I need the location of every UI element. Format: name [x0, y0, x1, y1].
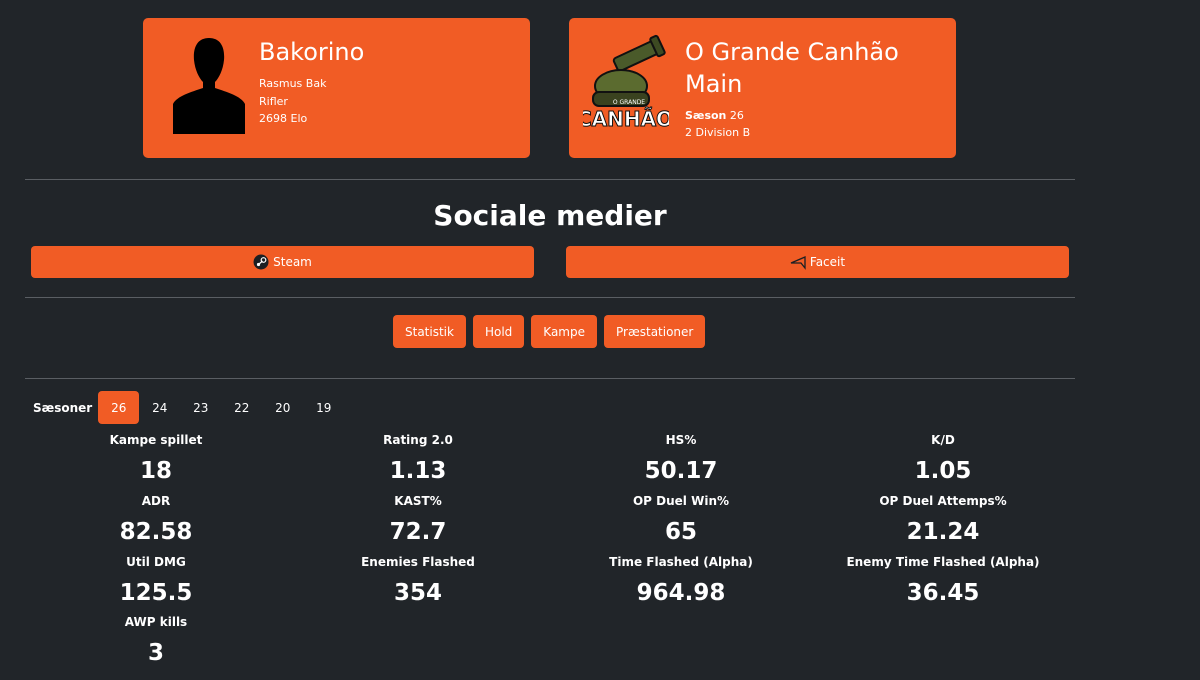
stat-label: Time Flashed (Alpha)	[609, 555, 753, 569]
stat-value: 1.13	[389, 458, 447, 484]
stat-label: AWP kills	[124, 615, 188, 629]
stat-awp-kills: AWP kills 3	[21, 614, 291, 668]
divider	[25, 378, 1075, 379]
stat-label: HS%	[665, 433, 697, 447]
season-button[interactable]: 23	[193, 400, 209, 415]
stat-label: OP Duel Win%	[632, 494, 730, 508]
team-logo-text-top: O GRANDE	[613, 99, 645, 106]
season-selector: Sæsoner 26 24 23 22 20 19	[33, 391, 344, 424]
stat-kast: KAST% 72.7	[283, 493, 553, 547]
team-season-label: Sæson	[685, 109, 727, 122]
avatar	[171, 36, 247, 136]
team-season-value: 26	[729, 109, 744, 122]
player-real-name: Rasmus Bak	[259, 77, 327, 90]
stat-label: Enemy Time Flashed (Alpha)	[846, 555, 1040, 569]
tab-hold[interactable]: Hold	[472, 315, 525, 348]
steam-button-label: Steam	[273, 255, 312, 269]
team-division: 2 Division B	[685, 126, 751, 139]
stat-value: 21.24	[906, 519, 980, 545]
tab-praestationer[interactable]: Præstationer	[604, 315, 706, 348]
stat-label: Enemies Flashed	[361, 555, 475, 569]
stat-time-flashed: Time Flashed (Alpha) 964.98	[546, 554, 816, 608]
faceit-button-label: Faceit	[809, 255, 846, 269]
steam-button[interactable]: Steam	[31, 246, 534, 278]
team-card[interactable]: O GRANDE CANHÃO O Grande Canhão Main Sæs…	[569, 18, 956, 158]
divider	[25, 297, 1075, 298]
stat-label: Kampe spillet	[109, 433, 203, 447]
stat-kampe-spillet: Kampe spillet 18	[21, 432, 291, 486]
player-elo: 2698 Elo	[259, 112, 308, 125]
team-season: Sæson 26	[685, 107, 744, 125]
stat-value: 964.98	[636, 580, 726, 606]
stat-value: 18	[139, 458, 172, 484]
player-card: Bakorino Rasmus Bak Rifler 2698 Elo	[143, 18, 530, 158]
stat-label: Rating 2.0	[383, 433, 453, 447]
stat-label: ADR	[141, 494, 171, 508]
stat-op-duel-attempts: OP Duel Attemps% 21.24	[808, 493, 1078, 547]
stat-value: 36.45	[906, 580, 980, 606]
stat-enemies-flashed: Enemies Flashed 354	[283, 554, 553, 608]
stat-value: 50.17	[644, 458, 718, 484]
team-logo-text-main: CANHÃO	[583, 107, 669, 131]
player-role: Rifler	[259, 95, 288, 108]
stat-label: Util DMG	[126, 555, 186, 569]
season-button[interactable]: 20	[275, 400, 291, 415]
profile-tabs: Statistik Hold Kampe Præstationer	[393, 315, 706, 348]
faceit-button[interactable]: Faceit	[566, 246, 1069, 278]
cannon-logo-icon: O GRANDE CANHÃO	[576, 34, 674, 132]
season-button[interactable]: 24	[152, 400, 168, 415]
team-name[interactable]: O Grande Canhão Main	[685, 38, 899, 98]
tab-kampe[interactable]: Kampe	[531, 315, 597, 348]
stat-util-dmg: Util DMG 125.5	[21, 554, 291, 608]
season-button[interactable]: 26	[98, 391, 140, 424]
stat-label: KAST%	[394, 494, 442, 508]
stat-value: 65	[664, 519, 697, 545]
stat-adr: ADR 82.58	[21, 493, 291, 547]
stat-value: 1.05	[914, 458, 972, 484]
tab-statistik[interactable]: Statistik	[393, 315, 466, 348]
social-title: Sociale medier	[433, 199, 667, 232]
season-button[interactable]: 22	[234, 400, 250, 415]
steam-icon	[253, 254, 269, 270]
player-nickname: Bakorino	[259, 38, 365, 66]
divider	[25, 179, 1075, 180]
stat-value: 125.5	[119, 580, 193, 606]
stat-value: 3	[147, 640, 164, 666]
stat-hs: HS% 50.17	[546, 432, 816, 486]
seasons-label: Sæsoner	[33, 400, 93, 415]
stat-kd: K/D 1.05	[808, 432, 1078, 486]
stat-label: OP Duel Attemps%	[879, 494, 1007, 508]
stat-value: 354	[393, 580, 442, 606]
stat-op-duel-win: OP Duel Win% 65	[546, 493, 816, 547]
stat-enemy-time-flashed: Enemy Time Flashed (Alpha) 36.45	[808, 554, 1078, 608]
stat-label: K/D	[931, 433, 955, 447]
season-button[interactable]: 19	[316, 400, 332, 415]
silhouette-avatar-icon	[173, 38, 245, 134]
stat-rating: Rating 2.0 1.13	[283, 432, 553, 486]
faceit-icon	[790, 256, 806, 270]
stat-value: 72.7	[389, 519, 447, 545]
stat-value: 82.58	[119, 519, 193, 545]
team-logo: O GRANDE CANHÃO	[576, 34, 674, 138]
